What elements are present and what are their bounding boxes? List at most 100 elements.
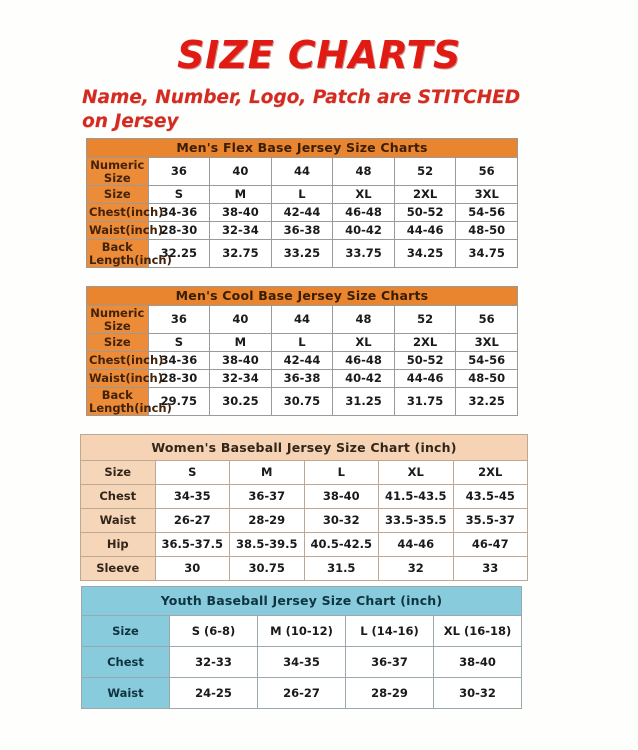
row-label: Waist(inch) bbox=[86, 221, 163, 240]
table-cell: 3XL bbox=[455, 185, 518, 204]
table-cell: 33.25 bbox=[270, 239, 334, 268]
row-label: Numeric Size bbox=[86, 305, 149, 334]
row-label: Numeric Size bbox=[86, 157, 149, 186]
table-cell: S bbox=[147, 333, 211, 352]
table-cell: 28-30 bbox=[147, 369, 211, 388]
table-cell: 2XL bbox=[452, 460, 528, 485]
table-cell: 36-37 bbox=[229, 484, 305, 509]
table-cell: 30.25 bbox=[209, 387, 272, 416]
table-row: Size S M L XL 2XL 3XL bbox=[86, 185, 518, 204]
table-row: Size S M L XL 2XL bbox=[80, 460, 528, 485]
table-cell: 36 bbox=[147, 305, 211, 334]
table-cell: 36-38 bbox=[270, 221, 334, 240]
table-cell: M (10-12) bbox=[257, 615, 346, 647]
table-cell: 33 bbox=[452, 556, 528, 581]
table-cell: 38-40 bbox=[433, 646, 522, 678]
table-cell: 38-40 bbox=[209, 203, 272, 222]
table-cell: 48-50 bbox=[455, 369, 518, 388]
row-label: Chest(inch) bbox=[86, 351, 163, 370]
table-cell: 31.75 bbox=[393, 387, 457, 416]
table-cell: 30.75 bbox=[270, 387, 334, 416]
table-cell: M bbox=[209, 333, 272, 352]
row-label: Waist bbox=[80, 508, 156, 533]
table-cell: 31.25 bbox=[332, 387, 395, 416]
table-cell: 40-42 bbox=[332, 369, 395, 388]
table-cell: 34-35 bbox=[154, 484, 230, 509]
table-cell: 44-46 bbox=[393, 221, 457, 240]
table-cell: 52 bbox=[393, 157, 457, 186]
table-cell: 48-50 bbox=[455, 221, 518, 240]
table-cell: 44 bbox=[270, 305, 334, 334]
table-cell: 44 bbox=[270, 157, 334, 186]
row-label: Chest bbox=[80, 484, 156, 509]
table-cell: 29.75 bbox=[147, 387, 211, 416]
table-cell: XL bbox=[378, 460, 454, 485]
table-row: Waist 26-27 28-29 30-32 33.5-35.5 35.5-37 bbox=[80, 508, 528, 533]
table-row: Numeric Size 36 40 44 48 52 56 bbox=[86, 157, 518, 186]
table-mens-cool-base: Men's Cool Base Jersey Size Charts Numeri… bbox=[86, 286, 518, 416]
table-cell: 40.5-42.5 bbox=[303, 532, 379, 557]
table-caption: Men's Cool Base Jersey Size Charts bbox=[86, 286, 518, 306]
table-cell: 34.25 bbox=[393, 239, 457, 268]
table-cell: 2XL bbox=[393, 333, 457, 352]
table-row: Waist 24-25 26-27 28-29 30-32 bbox=[81, 677, 522, 709]
table-cell: 32-34 bbox=[209, 221, 272, 240]
table-cell: 36 bbox=[147, 157, 211, 186]
table-cell: 35.5-37 bbox=[452, 508, 528, 533]
table-cell: 34.75 bbox=[455, 239, 518, 268]
table-cell: XL (16-18) bbox=[433, 615, 522, 647]
table-cell: 36-37 bbox=[345, 646, 434, 678]
table-cell: 2XL bbox=[393, 185, 457, 204]
table-cell: 54-56 bbox=[455, 203, 518, 222]
table-cell: 32 bbox=[378, 556, 454, 581]
table-cell: 48 bbox=[332, 305, 395, 334]
table-cell: S bbox=[154, 460, 230, 485]
table-cell: L bbox=[303, 460, 379, 485]
table-row: Chest 34-35 36-37 38-40 41.5-43.5 43.5-45 bbox=[80, 484, 528, 509]
table-cell: 26-27 bbox=[154, 508, 230, 533]
table-cell: 43.5-45 bbox=[452, 484, 528, 509]
table-cell: 48 bbox=[332, 157, 395, 186]
table-cell: 30-32 bbox=[303, 508, 379, 533]
table-caption: Youth Baseball Jersey Size Chart (inch) bbox=[81, 586, 522, 616]
table-row: Waist(inch) 28-30 32-34 36-38 40-42 44-46 48-5… bbox=[86, 369, 518, 388]
table-cell: 32.75 bbox=[209, 239, 272, 268]
table-cell: 30-32 bbox=[433, 677, 522, 709]
table-cell: 38-40 bbox=[303, 484, 379, 509]
table-cell: 46-47 bbox=[452, 532, 528, 557]
table-cell: 50-52 bbox=[393, 203, 457, 222]
table-caption: Women's Baseball Jersey Size Chart (inch… bbox=[80, 434, 528, 461]
table-caption-row: Men's Cool Base Jersey Size Charts bbox=[86, 286, 518, 306]
row-label: Size bbox=[80, 460, 156, 485]
table-mens-flex-base: Men's Flex Base Jersey Size Charts Numeri… bbox=[86, 138, 518, 268]
table-cell: 40-42 bbox=[332, 221, 395, 240]
table-cell: 38-40 bbox=[209, 351, 272, 370]
table-cell: 42-44 bbox=[270, 203, 334, 222]
table-cell: 54-56 bbox=[455, 351, 518, 370]
table-cell: 31.5 bbox=[303, 556, 379, 581]
table-cell: 40 bbox=[209, 157, 272, 186]
table-cell: L bbox=[270, 185, 334, 204]
table-cell: S bbox=[147, 185, 211, 204]
row-label: Size bbox=[86, 333, 149, 352]
table-cell: 26-27 bbox=[257, 677, 346, 709]
table-cell: 52 bbox=[393, 305, 457, 334]
table-cell: XL bbox=[332, 185, 395, 204]
table-row: Chest(inch) 34-36 38-40 42-44 46-48 50-52 54-5… bbox=[86, 203, 518, 222]
table-cell: L bbox=[270, 333, 334, 352]
row-label: Chest bbox=[81, 646, 170, 678]
table-row: Back Length(inch) 29.75 30.25 30.75 31.25 31.… bbox=[86, 387, 518, 416]
table-cell: 42-44 bbox=[270, 351, 334, 370]
row-label: Hip bbox=[80, 532, 156, 557]
table-cell: 44-46 bbox=[378, 532, 454, 557]
table-row: Size S M L XL 2XL 3XL bbox=[86, 333, 518, 352]
table-cell: 46-48 bbox=[332, 351, 395, 370]
table-cell: 36-38 bbox=[270, 369, 334, 388]
table-cell: 30.75 bbox=[229, 556, 305, 581]
table-cell: XL bbox=[332, 333, 395, 352]
table-cell: 38.5-39.5 bbox=[229, 532, 305, 557]
table-cell: 30 bbox=[154, 556, 230, 581]
table-row: Chest(inch) 34-36 38-40 42-44 46-48 50-52 54-5… bbox=[86, 351, 518, 370]
table-cell: 32.25 bbox=[147, 239, 211, 268]
